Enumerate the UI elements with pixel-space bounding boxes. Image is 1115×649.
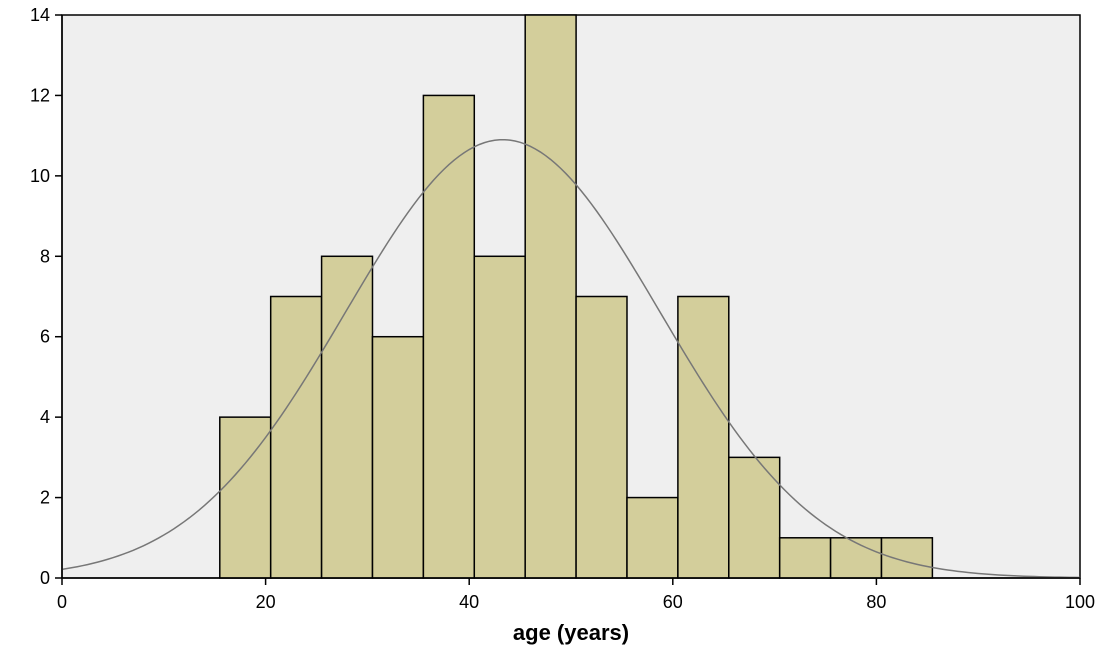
normal-curve <box>61 138 1081 579</box>
histogram-bar-8 <box>575 295 628 579</box>
y-tick-label: 4 <box>40 407 50 427</box>
y-tick-label: 14 <box>30 5 50 25</box>
histogram-bar-11 <box>728 456 781 579</box>
histogram-bar-13 <box>829 537 883 579</box>
axes-group: 0 2 4 6 8 10 12 14 0 20 40 60 80 100 <box>30 5 1095 612</box>
bars-group <box>219 14 934 579</box>
histogram-bar-9 <box>626 496 679 579</box>
x-tick-label: 80 <box>866 592 886 612</box>
histogram-bar-2 <box>269 295 323 579</box>
x-axis-title: age (years) <box>513 620 629 645</box>
histogram-bar-7 <box>524 14 577 579</box>
y-tick-label: 6 <box>40 327 50 347</box>
y-tick-label: 8 <box>40 246 50 266</box>
histogram-bar-6 <box>473 255 526 579</box>
x-tick-label: 60 <box>663 592 683 612</box>
x-tick-label: 20 <box>256 592 276 612</box>
histogram-bar-3 <box>320 255 374 579</box>
histogram-bar-10 <box>677 295 730 579</box>
histogram-bar-4 <box>371 335 425 579</box>
y-tick-label: 12 <box>30 85 50 105</box>
x-tick-label: 100 <box>1065 592 1095 612</box>
y-tick-label: 2 <box>40 488 50 508</box>
histogram-bar-12 <box>778 537 832 579</box>
y-tick-label: 10 <box>30 166 50 186</box>
histogram-bar-14 <box>880 537 934 579</box>
x-tick-label: 0 <box>57 592 67 612</box>
y-tick-label: 0 <box>40 568 50 588</box>
x-tick-label: 40 <box>459 592 479 612</box>
histogram-bar-1 <box>219 416 272 579</box>
histogram-bar-5 <box>422 94 476 579</box>
